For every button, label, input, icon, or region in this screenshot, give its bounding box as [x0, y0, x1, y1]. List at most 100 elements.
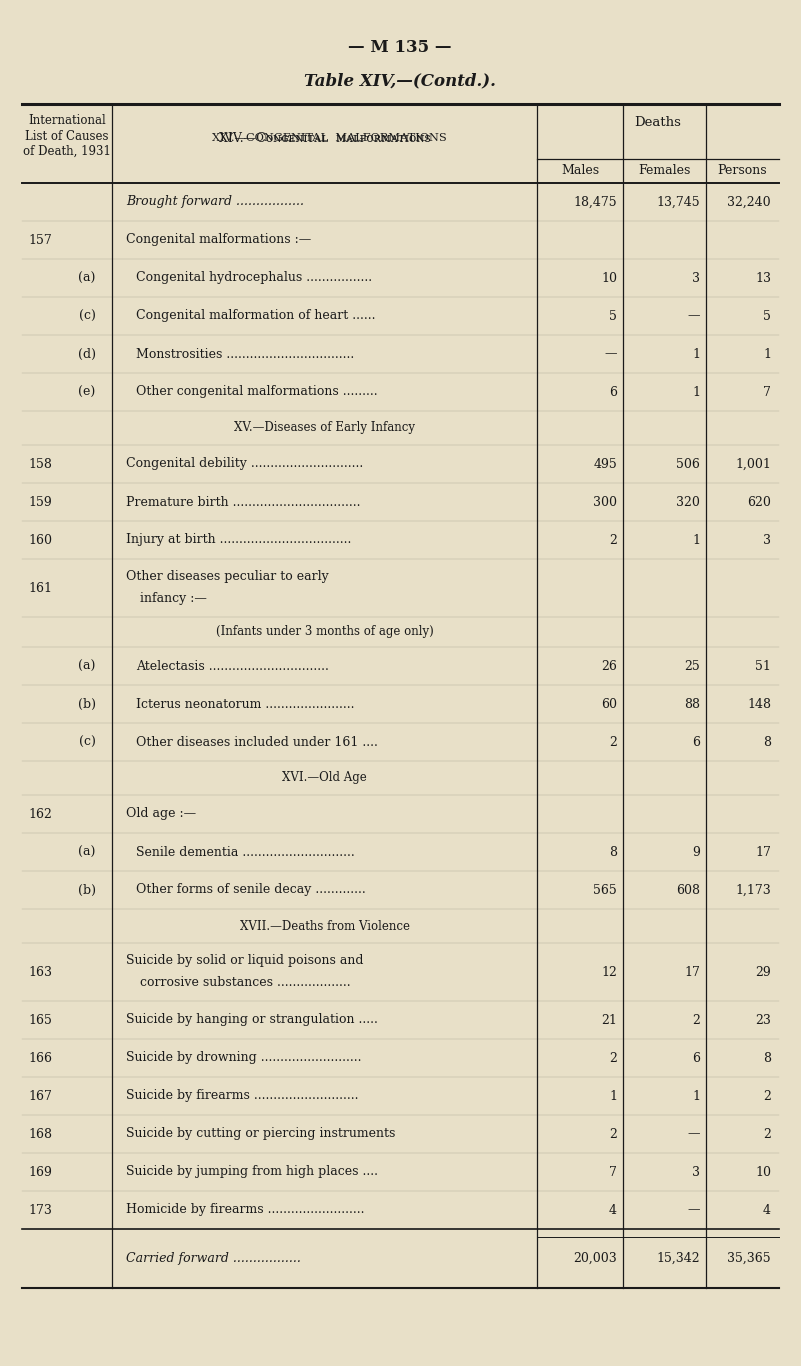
Text: 23: 23 — [755, 1014, 771, 1026]
Text: Other diseases included under 161 ....: Other diseases included under 161 .... — [136, 735, 378, 749]
Text: Other diseases peculiar to early: Other diseases peculiar to early — [126, 570, 328, 583]
Text: 51: 51 — [755, 660, 771, 672]
Text: XIV.—CONGENITAL  MALFORMATIONS: XIV.—CONGENITAL MALFORMATIONS — [212, 133, 447, 143]
Text: 21: 21 — [601, 1014, 617, 1026]
Text: 2: 2 — [692, 1014, 700, 1026]
Text: Carried forward .................: Carried forward ................. — [126, 1253, 301, 1265]
Text: Icterus neonatorum .......................: Icterus neonatorum .....................… — [136, 698, 355, 710]
Text: 4: 4 — [609, 1203, 617, 1217]
Text: Monstrosities .................................: Monstrosities ..........................… — [136, 347, 354, 361]
Text: —: — — [687, 1127, 700, 1141]
Text: 1: 1 — [692, 534, 700, 546]
Text: Congenital hydrocephalus .................: Congenital hydrocephalus ...............… — [136, 272, 372, 284]
Text: 13: 13 — [755, 272, 771, 284]
Text: XIV.—Cᴏɴɢᴇɴɪᴛᴀʟ  ᴍᴀʟғᴏʀᴍᴀᴛɪᴏɴs: XIV.—Cᴏɴɢᴇɴɪᴛᴀʟ ᴍᴀʟғᴏʀᴍᴀᴛɪᴏɴs — [219, 131, 430, 145]
Text: XV.—Diseases of Early Infancy: XV.—Diseases of Early Infancy — [234, 422, 415, 434]
Text: 148: 148 — [747, 698, 771, 710]
Text: 1: 1 — [692, 385, 700, 399]
Text: 162: 162 — [28, 807, 52, 821]
Text: Table XIV,—(Contd.).: Table XIV,—(Contd.). — [304, 72, 496, 90]
Text: 26: 26 — [601, 660, 617, 672]
Text: (e): (e) — [78, 385, 95, 399]
Text: 8: 8 — [609, 846, 617, 858]
Text: Females: Females — [638, 164, 690, 176]
Text: corrosive substances ...................: corrosive substances ................... — [140, 975, 351, 989]
Text: 320: 320 — [676, 496, 700, 508]
Text: Congenital debility .............................: Congenital debility ....................… — [126, 458, 363, 470]
Text: 2: 2 — [609, 534, 617, 546]
Text: 167: 167 — [28, 1090, 52, 1102]
Text: Congenital malformations :—: Congenital malformations :— — [126, 234, 312, 246]
Text: 168: 168 — [28, 1127, 52, 1141]
Text: (a): (a) — [78, 272, 95, 284]
Text: Suicide by jumping from high places ....: Suicide by jumping from high places .... — [126, 1165, 378, 1179]
Text: 8: 8 — [763, 735, 771, 749]
Text: Males: Males — [561, 164, 599, 176]
Text: Senile dementia .............................: Senile dementia ........................… — [136, 846, 355, 858]
Text: 157: 157 — [28, 234, 52, 246]
Text: 620: 620 — [747, 496, 771, 508]
Text: 7: 7 — [763, 385, 771, 399]
Text: 1: 1 — [609, 1090, 617, 1102]
Text: 165: 165 — [28, 1014, 52, 1026]
Text: 1,001: 1,001 — [735, 458, 771, 470]
Text: Other forms of senile decay .............: Other forms of senile decay ............… — [136, 884, 366, 896]
Text: List of Causes: List of Causes — [26, 130, 109, 142]
Text: 166: 166 — [28, 1052, 52, 1064]
Text: 2: 2 — [609, 735, 617, 749]
Text: (d): (d) — [78, 347, 96, 361]
Text: 17: 17 — [755, 846, 771, 858]
Text: 15,342: 15,342 — [656, 1253, 700, 1265]
Text: — M 135 —: — M 135 — — [348, 40, 452, 56]
Text: —: — — [687, 310, 700, 322]
Text: (c): (c) — [78, 310, 95, 322]
Text: 163: 163 — [28, 966, 52, 978]
Text: infancy :—: infancy :— — [140, 591, 207, 605]
Text: Premature birth .................................: Premature birth ........................… — [126, 496, 360, 508]
Text: 1: 1 — [763, 347, 771, 361]
Text: 7: 7 — [609, 1165, 617, 1179]
Text: 35,365: 35,365 — [727, 1253, 771, 1265]
Text: 158: 158 — [28, 458, 52, 470]
Text: 10: 10 — [755, 1165, 771, 1179]
Text: Deaths: Deaths — [634, 116, 682, 128]
Text: International: International — [28, 115, 106, 127]
Text: 2: 2 — [609, 1127, 617, 1141]
Text: (Infants under 3 months of age only): (Infants under 3 months of age only) — [215, 626, 433, 638]
Text: (a): (a) — [78, 660, 95, 672]
Text: 6: 6 — [692, 1052, 700, 1064]
Text: 17: 17 — [684, 966, 700, 978]
Text: Homicide by firearms .........................: Homicide by firearms ...................… — [126, 1203, 364, 1217]
Text: (c): (c) — [78, 735, 95, 749]
Text: 1: 1 — [692, 347, 700, 361]
Text: Suicide by cutting or piercing instruments: Suicide by cutting or piercing instrumen… — [126, 1127, 396, 1141]
Text: Brought forward .................: Brought forward ................. — [126, 195, 304, 209]
Text: XVII.—Deaths from Violence: XVII.—Deaths from Violence — [239, 919, 409, 933]
Text: 18,475: 18,475 — [574, 195, 617, 209]
Text: 161: 161 — [28, 582, 52, 594]
Text: 1: 1 — [692, 1090, 700, 1102]
Text: (b): (b) — [78, 884, 96, 896]
Text: Suicide by solid or liquid poisons and: Suicide by solid or liquid poisons and — [126, 953, 364, 967]
Text: 60: 60 — [601, 698, 617, 710]
Text: 6: 6 — [692, 735, 700, 749]
Text: 3: 3 — [763, 534, 771, 546]
Text: 2: 2 — [763, 1127, 771, 1141]
Text: 88: 88 — [684, 698, 700, 710]
Text: 29: 29 — [755, 966, 771, 978]
Text: 3: 3 — [692, 272, 700, 284]
Text: 565: 565 — [594, 884, 617, 896]
Text: XVI.—Old Age: XVI.—Old Age — [282, 772, 367, 784]
Text: 608: 608 — [676, 884, 700, 896]
Text: 8: 8 — [763, 1052, 771, 1064]
Text: Old age :—: Old age :— — [126, 807, 196, 821]
Text: 173: 173 — [28, 1203, 52, 1217]
Text: Suicide by drowning ..........................: Suicide by drowning ....................… — [126, 1052, 361, 1064]
Text: (a): (a) — [78, 846, 95, 858]
Text: 4: 4 — [763, 1203, 771, 1217]
Text: 2: 2 — [763, 1090, 771, 1102]
Text: 1,173: 1,173 — [735, 884, 771, 896]
Text: Persons: Persons — [718, 164, 767, 176]
Text: Suicide by hanging or strangulation .....: Suicide by hanging or strangulation ....… — [126, 1014, 378, 1026]
Text: 20,003: 20,003 — [574, 1253, 617, 1265]
